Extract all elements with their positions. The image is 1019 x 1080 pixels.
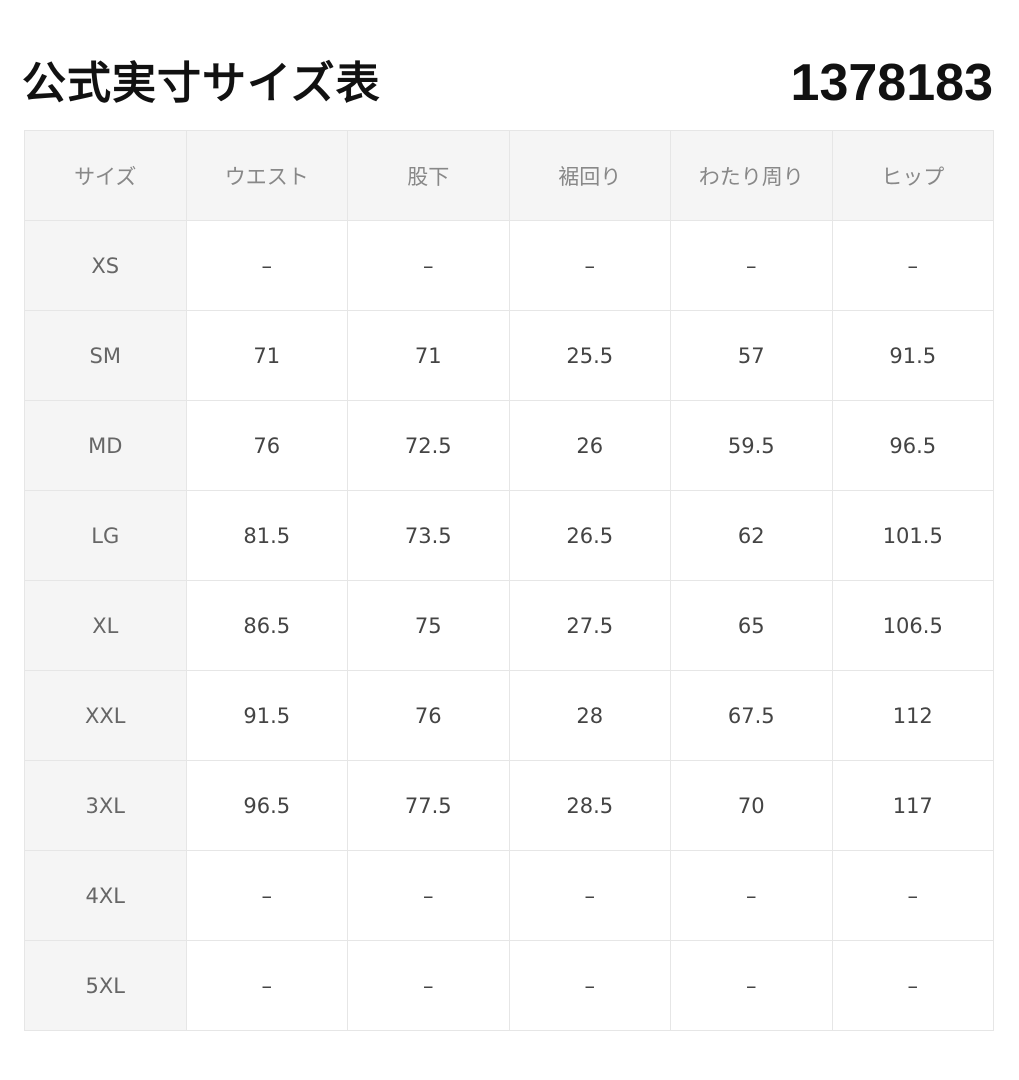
- measurement-cell: –: [508, 220, 671, 311]
- size-table: サイズ ウエスト 股下 裾回り わたり周り ヒップ XS – – – – – SM 71 71 25.5 57…: [24, 130, 994, 1031]
- column-header: 股下: [347, 130, 510, 221]
- size-label: 5XL: [24, 940, 187, 1031]
- measurement-cell: –: [347, 850, 510, 941]
- measurement-cell: 96.5: [185, 760, 348, 851]
- measurement-cell: 117: [831, 760, 994, 851]
- size-label: SM: [24, 310, 187, 401]
- table-row: XL 86.5 75 27.5 65 106.5: [24, 580, 994, 671]
- measurement-cell: –: [831, 850, 994, 941]
- measurement-cell: –: [185, 850, 348, 941]
- measurement-cell: 91.5: [831, 310, 994, 401]
- table-row: LG 81.5 73.5 26.5 62 101.5: [24, 490, 994, 581]
- measurement-cell: 28: [508, 670, 671, 761]
- measurement-cell: 62: [670, 490, 833, 581]
- measurement-cell: –: [347, 940, 510, 1031]
- measurement-cell: –: [185, 940, 348, 1031]
- measurement-cell: –: [670, 940, 833, 1031]
- measurement-cell: 96.5: [831, 400, 994, 491]
- size-label: 3XL: [24, 760, 187, 851]
- measurement-cell: –: [670, 850, 833, 941]
- measurement-cell: 73.5: [347, 490, 510, 581]
- table-row: XXL 91.5 76 28 67.5 112: [24, 670, 994, 761]
- measurement-cell: 25.5: [508, 310, 671, 401]
- measurement-cell: 70: [670, 760, 833, 851]
- table-row: XS – – – – –: [24, 220, 994, 311]
- measurement-cell: 27.5: [508, 580, 671, 671]
- measurement-cell: –: [831, 940, 994, 1031]
- column-header: わたり周り: [670, 130, 833, 221]
- table-row: SM 71 71 25.5 57 91.5: [24, 310, 994, 401]
- size-label: XXL: [24, 670, 187, 761]
- measurement-cell: –: [831, 220, 994, 311]
- measurement-cell: 59.5: [670, 400, 833, 491]
- measurement-cell: –: [508, 850, 671, 941]
- product-code: 1378183: [790, 54, 993, 112]
- measurement-cell: 76: [347, 670, 510, 761]
- measurement-cell: 86.5: [185, 580, 348, 671]
- measurement-cell: –: [508, 940, 671, 1031]
- measurement-cell: 106.5: [831, 580, 994, 671]
- measurement-cell: 65: [670, 580, 833, 671]
- size-label: XS: [24, 220, 187, 311]
- measurement-cell: 75: [347, 580, 510, 671]
- measurement-cell: 26: [508, 400, 671, 491]
- measurement-cell: 112: [831, 670, 994, 761]
- size-label: XL: [24, 580, 187, 671]
- measurement-cell: 77.5: [347, 760, 510, 851]
- measurement-cell: 71: [347, 310, 510, 401]
- size-label: LG: [24, 490, 187, 581]
- measurement-cell: –: [670, 220, 833, 311]
- table-row: MD 76 72.5 26 59.5 96.5: [24, 400, 994, 491]
- measurement-cell: 91.5: [185, 670, 348, 761]
- measurement-cell: –: [185, 220, 348, 311]
- table-row: 4XL – – – – –: [24, 850, 994, 941]
- header-row: サイズ ウエスト 股下 裾回り わたり周り ヒップ: [24, 130, 994, 221]
- column-header: ヒップ: [831, 130, 994, 221]
- table-row: 5XL – – – – –: [24, 940, 994, 1031]
- measurement-cell: 72.5: [347, 400, 510, 491]
- measurement-cell: 81.5: [185, 490, 348, 581]
- column-header: サイズ: [24, 130, 187, 221]
- measurement-cell: 28.5: [508, 760, 671, 851]
- measurement-cell: 101.5: [831, 490, 994, 581]
- size-label: 4XL: [24, 850, 187, 941]
- measurement-cell: 71: [185, 310, 348, 401]
- page-title: 公式実寸サイズ表: [22, 58, 381, 109]
- measurement-cell: –: [347, 220, 510, 311]
- measurement-cell: 67.5: [670, 670, 833, 761]
- column-header: ウエスト: [185, 130, 348, 221]
- measurement-cell: 57: [670, 310, 833, 401]
- size-label: MD: [24, 400, 187, 491]
- measurement-cell: 26.5: [508, 490, 671, 581]
- column-header: 裾回り: [508, 130, 671, 221]
- table-row: 3XL 96.5 77.5 28.5 70 117: [24, 760, 994, 851]
- measurement-cell: 76: [185, 400, 348, 491]
